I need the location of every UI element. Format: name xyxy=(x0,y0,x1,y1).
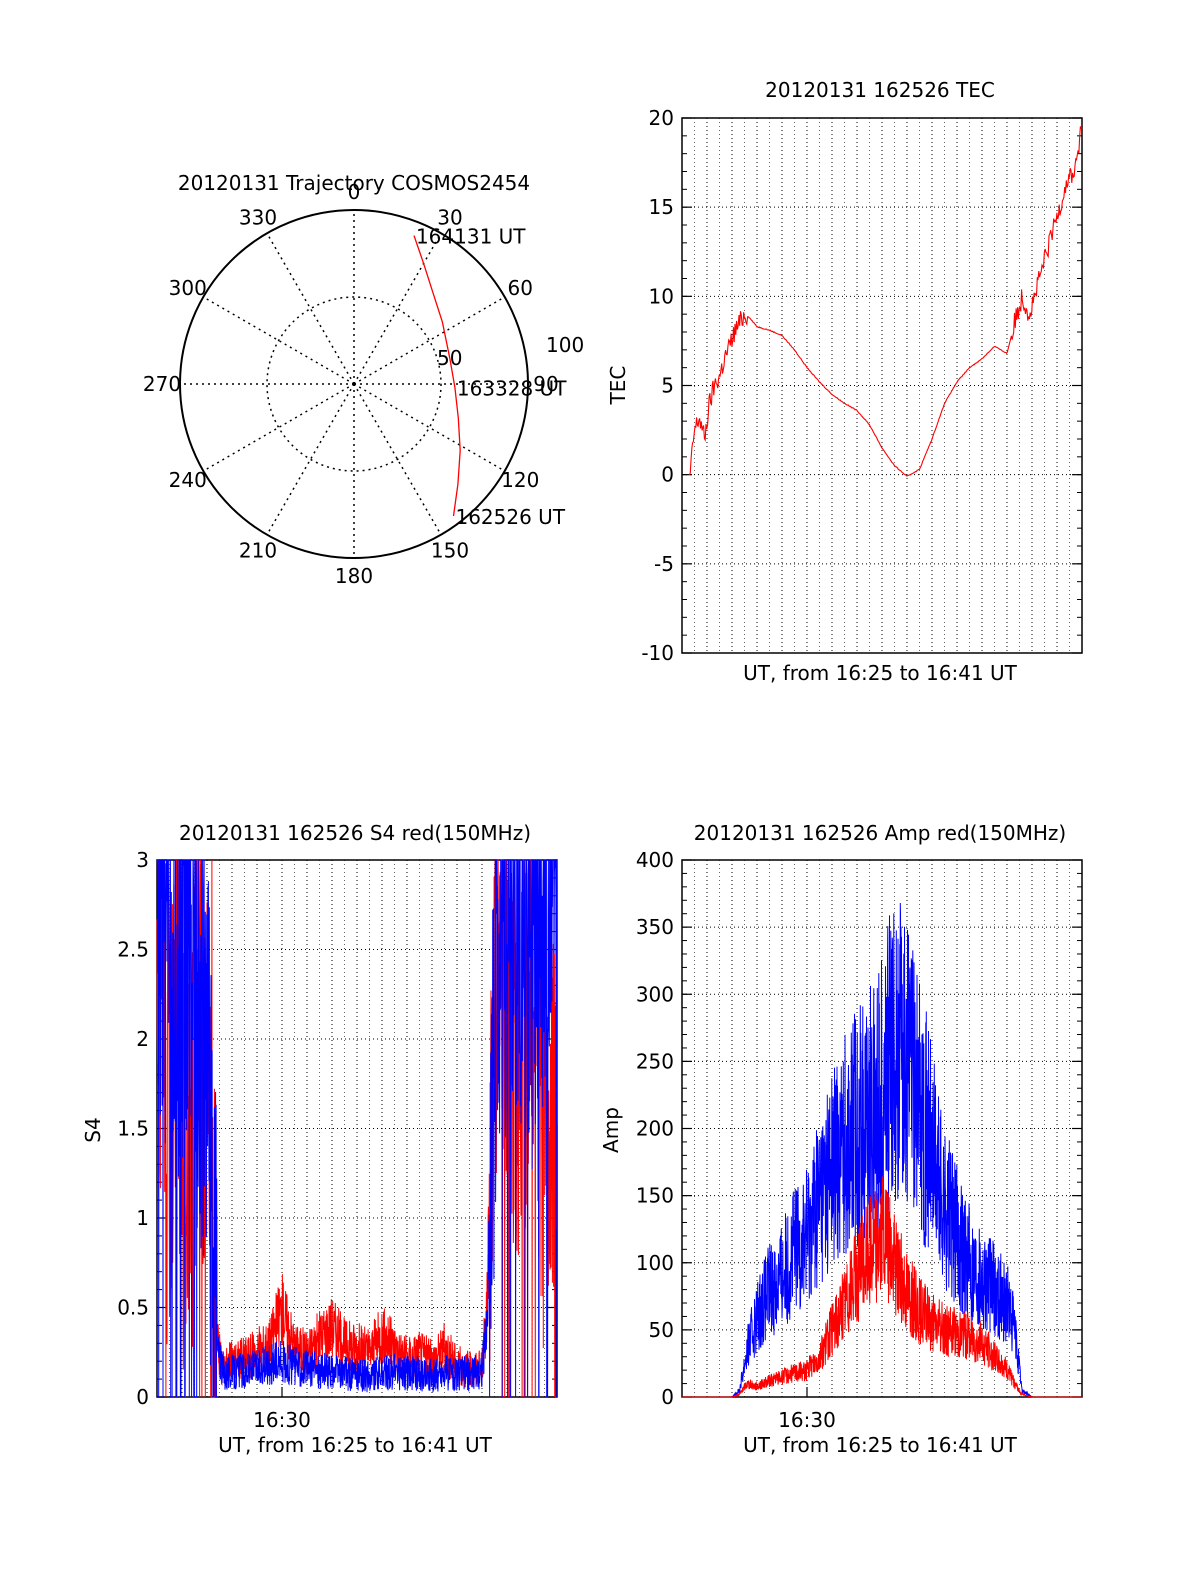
polar-spoke xyxy=(353,383,442,536)
trajectory-annotation: 162526 UT xyxy=(455,505,565,529)
trajectory-annotation: 163328 UT xyxy=(457,377,567,401)
tec-title: 20120131 162526 TEC xyxy=(765,78,995,102)
trajectory-grid xyxy=(179,209,529,559)
y-tick-label: -5 xyxy=(654,552,674,576)
y-tick-label: 150 xyxy=(636,1184,674,1208)
y-tick-label: 3 xyxy=(136,848,149,872)
polar-azimuth-label: 210 xyxy=(239,538,277,562)
y-tick-label: 200 xyxy=(636,1117,674,1141)
polar-azimuth-label: 180 xyxy=(335,564,373,588)
polar-spoke xyxy=(266,232,355,385)
polar-spoke xyxy=(202,383,355,472)
series-series-line xyxy=(688,126,1083,477)
tec-axes: -10 -5 0 5 10 15 20 xyxy=(641,106,1083,665)
trajectory-panel: 20120131 Trajectory COSMOS2454 0 30 60 90 12… xyxy=(143,171,584,588)
trajectory-annotation: 164131 UT xyxy=(416,225,526,249)
polar-azimuth-label: 300 xyxy=(169,276,207,300)
y-tick-label: 250 xyxy=(636,1049,674,1073)
plot-frame xyxy=(156,859,558,1398)
y-tick-label: 20 xyxy=(649,106,674,130)
y-tick-label: 2 xyxy=(136,1027,149,1051)
plot-frame xyxy=(681,859,1083,1398)
polar-spoke xyxy=(202,296,355,385)
polar-spoke xyxy=(353,232,442,385)
polar-azimuth-label: 330 xyxy=(239,206,277,230)
x-tick-label: 16:30 xyxy=(778,1408,836,1432)
y-tick-label: 0.5 xyxy=(117,1296,149,1320)
y-tick-label: 10 xyxy=(649,284,674,308)
y-tick-label: 15 xyxy=(649,195,674,219)
tec-panel: 20120131 162526 TEC UT, from 16:25 to 16… xyxy=(606,78,1083,685)
y-tick-label: -10 xyxy=(641,641,674,665)
y-tick-label: 350 xyxy=(636,915,674,939)
tec-series xyxy=(688,126,1083,477)
y-tick-label: 2.5 xyxy=(117,938,149,962)
polar-spoke xyxy=(353,296,506,385)
polar-azimuth-label: 270 xyxy=(143,372,181,396)
y-tick-label: 0 xyxy=(661,463,674,487)
polar-inner-circle xyxy=(266,296,442,472)
amp-xlabel: UT, from 16:25 to 16:41 UT xyxy=(743,1433,1018,1457)
polar-spoke xyxy=(266,383,355,536)
y-tick-label: 1.5 xyxy=(117,1117,149,1141)
polar-spoke xyxy=(353,383,506,472)
polar-outer-circle xyxy=(179,209,529,559)
y-tick-label: 5 xyxy=(661,374,674,398)
amp-title: 20120131 162526 Amp red(150MHz) xyxy=(694,821,1066,845)
y-tick-label: 50 xyxy=(649,1318,674,1342)
polar-azimuth-label: 0 xyxy=(348,180,361,204)
polar-azimuth-label: 120 xyxy=(501,468,539,492)
blue-series-line xyxy=(156,859,558,1398)
y-tick-label: 300 xyxy=(636,982,674,1006)
polar-radial-label: 100 xyxy=(546,333,584,357)
trajectory-annotations: 164131 UT 163328 UT 162526 UT xyxy=(416,225,567,529)
amp-ylabel: Amp xyxy=(599,1107,623,1153)
s4-xlabel: UT, from 16:25 to 16:41 UT xyxy=(218,1433,493,1457)
blue-series-line xyxy=(682,902,1082,1398)
tec-xlabel: UT, from 16:25 to 16:41 UT xyxy=(743,661,1018,685)
y-tick-label: 1 xyxy=(136,1206,149,1230)
s4-title: 20120131 162526 S4 red(150MHz) xyxy=(179,821,531,845)
plot-frame xyxy=(681,117,1083,654)
polar-azimuth-label: 150 xyxy=(431,538,469,562)
trajectory-line xyxy=(413,235,461,517)
polar-azimuth-label: 60 xyxy=(508,276,533,300)
y-tick-label: 0 xyxy=(136,1385,149,1409)
y-tick-label: 400 xyxy=(636,848,674,872)
s4-series xyxy=(156,859,558,1398)
red-series-line xyxy=(682,1176,1082,1398)
trajectory-title: 20120131 Trajectory COSMOS2454 xyxy=(178,171,530,195)
y-tick-label: 0 xyxy=(661,1385,674,1409)
polar-azimuth-label: 240 xyxy=(169,468,207,492)
amp-series xyxy=(682,902,1082,1398)
s4-panel: 20120131 162526 S4 red(150MHz) UT, from … xyxy=(81,821,558,1457)
polar-azimuth-label: 90 xyxy=(533,372,558,396)
y-tick-label: 100 xyxy=(636,1251,674,1275)
x-tick-label: 16:30 xyxy=(253,1408,311,1432)
s4-ylabel: S4 xyxy=(81,1117,105,1142)
amp-panel: 20120131 162526 Amp red(150MHz) UT, from… xyxy=(599,821,1083,1457)
tec-ylabel: TEC xyxy=(606,366,630,406)
trajectory-series xyxy=(413,235,461,517)
polar-azimuth-label: 30 xyxy=(437,206,462,230)
trajectory-azimuth-labels: 0 30 60 90 120 150 180 210 240 270 300 330 xyxy=(143,180,559,588)
